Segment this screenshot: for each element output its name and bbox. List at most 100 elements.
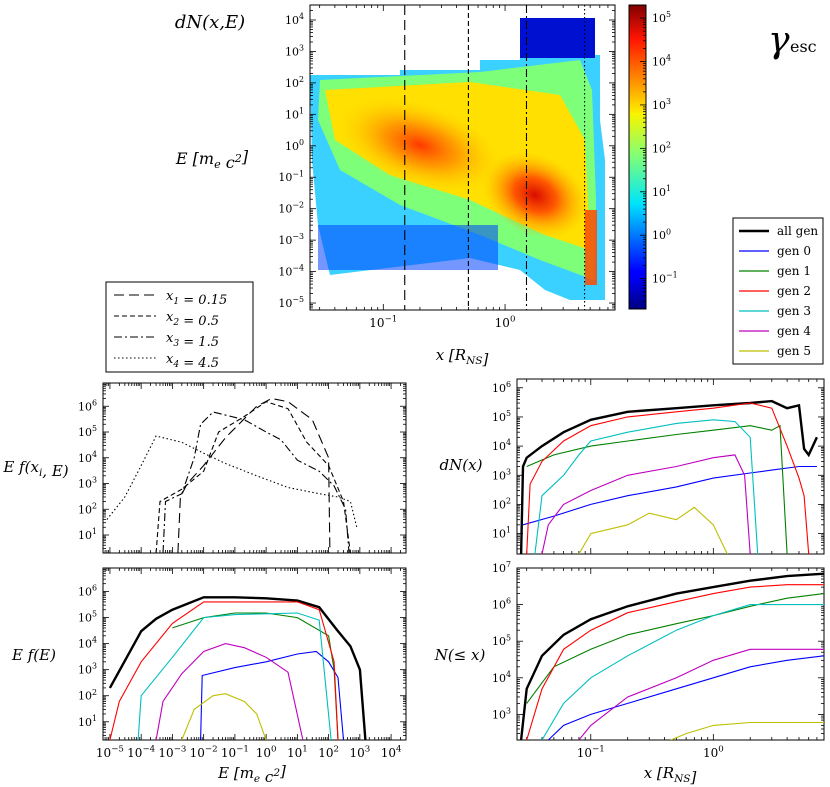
slices-ytick-label: 103: [78, 476, 97, 491]
cumulative_position-line-gen-4: [578, 648, 824, 740]
slices-ytick-label: 101: [78, 527, 97, 542]
cumulative_position-frame: [516, 567, 825, 741]
cumulative_position-line-gen-0: [547, 655, 824, 740]
heatmap-ytick-label: 10−5: [278, 295, 304, 310]
colorbar: [628, 4, 647, 310]
slices-legend-box: [105, 281, 254, 373]
colorbar-tick-label: 105: [652, 10, 671, 25]
cumulative_position-line-all-gen: [519, 572, 824, 740]
slices-ytick-label: 106: [78, 398, 97, 413]
heatmap-frame: [309, 4, 616, 311]
heatmap-ytick-label: 103: [285, 44, 304, 59]
position_distribution-line-gen-3: [534, 419, 759, 554]
heatmap-ytick-label: 10−3: [278, 232, 304, 247]
heatmap-core-2: [482, 151, 588, 239]
position_distribution-line-gen-1: [526, 424, 788, 554]
energy_spectrum-ytick-label: 105: [78, 610, 97, 625]
colorbar-tick-label: 102: [652, 140, 671, 155]
heatmap-ytick-label: 10−4: [278, 264, 304, 279]
energy-xlabel: E [me c2]: [217, 762, 286, 786]
cumulative_position-line-gen-5: [670, 721, 824, 740]
energy_spectrum-line-all-gen: [108, 596, 367, 740]
energy_spectrum-xtick-label: 101: [287, 745, 308, 760]
cumulative_position-ytick-label: 107: [492, 560, 511, 575]
slices-ytick-label: 104: [78, 450, 97, 465]
slices-ylabel: E f(xi, E): [2, 458, 68, 480]
generation-legend-label: gen 4: [777, 324, 811, 338]
heatmap-ylabel: E [me c2]: [175, 147, 249, 172]
generation-legend-label: gen 3: [777, 304, 811, 318]
generation-legend-label: gen 0: [777, 244, 811, 258]
generation-legend-label: gen 1: [777, 264, 811, 278]
slices-ytick-label: 102: [78, 501, 97, 516]
position_distribution-line-gen-2: [526, 402, 810, 554]
position_distribution-line-all-gen: [519, 399, 818, 554]
slices-legend-label: x4 = 4.5: [166, 352, 219, 371]
energy_spectrum-line-gen-2: [109, 601, 339, 740]
energy_spectrum-xtick-label: 100: [256, 745, 277, 760]
generation-legend-label: gen 5: [777, 344, 811, 358]
position-ylabel: dN(x): [440, 456, 483, 474]
energy_spectrum-frame: [102, 567, 407, 741]
cumulative_position-ytick-label: 106: [492, 597, 511, 612]
heatmap-core-1: [338, 97, 502, 193]
cumulative_position-line-gen-1: [526, 593, 824, 704]
position_distribution-ytick-label: 105: [492, 409, 511, 424]
cumulative-xlabel: x [RNS]: [644, 764, 697, 786]
energy_spectrum-xtick-label: 10−2: [190, 745, 218, 760]
cumulative_position-line-gen-2: [526, 584, 824, 740]
position_distribution-ytick-label: 102: [492, 496, 511, 511]
position_distribution-ytick-label: 106: [492, 380, 511, 395]
heatmap-ytick-label: 101: [285, 106, 304, 121]
heatmap-top-block: [520, 18, 595, 58]
position_distribution-series: [519, 399, 818, 554]
energy_spectrum-ytick-label: 103: [78, 662, 97, 677]
energy_spectrum-xtick-label: 10−3: [158, 745, 186, 760]
heatmap-ytick-label: 10−2: [278, 201, 304, 216]
position_distribution-ytick-label: 103: [492, 467, 511, 482]
position_distribution-ytick-label: 101: [492, 526, 511, 541]
generation-legend-label: gen 2: [777, 284, 811, 298]
slices-legend-label: x3 = 1.5: [166, 331, 219, 350]
position_distribution-ytick-label: 104: [492, 438, 511, 453]
colorbar-tick-label: 104: [652, 54, 671, 69]
energy_spectrum-ytick-label: 104: [78, 636, 97, 651]
position_distribution-line-gen-0: [522, 465, 817, 526]
heatmap-ytick-label: 104: [285, 12, 304, 27]
generation-legend-label: all gen: [777, 224, 818, 238]
slices-legend-label: x1 = 0.15: [166, 289, 227, 308]
heatmap-xlabel: x [RNS]: [436, 346, 489, 368]
energy_spectrum-xtick-label: 104: [381, 745, 402, 760]
energy_spectrum-xtick-label: 10−1: [221, 745, 249, 760]
heatmap-title: dN(x,E): [175, 12, 245, 33]
slices-line-x-2-0-5: [155, 401, 351, 553]
colorbar-tick-label: 101: [652, 184, 671, 199]
position_distribution-line-gen-4: [541, 454, 751, 554]
energy_spectrum-xtick-label: 10−4: [127, 745, 156, 760]
heatmap-low-strip: [318, 225, 498, 270]
energy_spectrum-xtick-label: 103: [349, 745, 370, 760]
heatmap-hot-column: [585, 210, 597, 285]
energy_spectrum-line-gen-4: [155, 643, 304, 740]
cumulative_position-line-gen-3: [541, 604, 824, 740]
slices-legend-label: x2 = 0.5: [166, 310, 219, 329]
slices-ytick-label: 105: [78, 424, 97, 439]
colorbar-tick-label: 103: [652, 97, 671, 112]
energy_spectrum-xtick-label: 102: [318, 745, 339, 760]
cumulative_position-xtick-label: 100: [703, 745, 724, 760]
cumulative_position-xtick-label: 10−1: [577, 745, 605, 760]
cumulative_position-ytick-label: 103: [492, 706, 511, 721]
slices-line-x-3-1-5: [162, 411, 350, 553]
heatmap-ytick-label: 102: [285, 75, 304, 90]
cumulative_position-ytick-label: 105: [492, 633, 511, 648]
figure-title-sub: esc: [790, 37, 817, 56]
cumulative_position-series: [519, 572, 824, 740]
figure-title: γ: [768, 20, 790, 61]
slices-line-x-4-4-5: [106, 435, 358, 528]
energy_spectrum-ytick-label: 102: [78, 688, 97, 703]
heatmap-cells: [310, 18, 605, 300]
heatmap-xtick-label: 100: [495, 315, 516, 330]
colorbar-tick-label: 100: [652, 227, 671, 242]
cumulative-ylabel: N(≤ x): [434, 646, 486, 664]
